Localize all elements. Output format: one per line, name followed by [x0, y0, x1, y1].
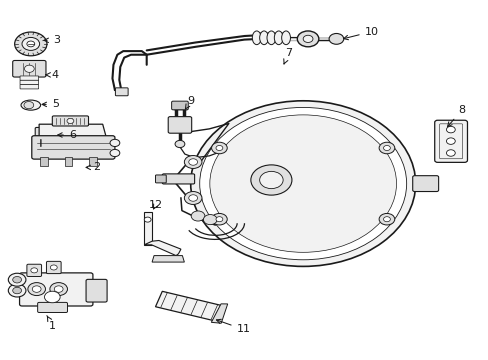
FancyBboxPatch shape	[39, 137, 54, 147]
Circle shape	[8, 273, 26, 286]
Circle shape	[188, 195, 197, 201]
Circle shape	[188, 159, 197, 165]
Circle shape	[175, 140, 184, 148]
Circle shape	[211, 142, 227, 154]
Circle shape	[32, 286, 41, 292]
Circle shape	[303, 35, 312, 42]
Circle shape	[27, 41, 35, 47]
FancyBboxPatch shape	[434, 120, 467, 162]
FancyBboxPatch shape	[27, 264, 41, 276]
Circle shape	[13, 287, 21, 294]
Ellipse shape	[259, 31, 268, 45]
Text: 5: 5	[42, 99, 59, 109]
Circle shape	[184, 156, 202, 168]
Polygon shape	[39, 124, 106, 153]
Polygon shape	[152, 256, 184, 262]
FancyBboxPatch shape	[20, 80, 39, 85]
FancyBboxPatch shape	[171, 101, 188, 110]
Circle shape	[50, 265, 57, 270]
Circle shape	[250, 165, 291, 195]
Circle shape	[184, 192, 202, 204]
Bar	[40, 157, 48, 166]
FancyBboxPatch shape	[412, 176, 438, 192]
Ellipse shape	[252, 31, 261, 45]
Circle shape	[190, 101, 415, 266]
Circle shape	[259, 171, 283, 189]
Text: 9: 9	[185, 96, 194, 109]
Circle shape	[297, 31, 318, 47]
Ellipse shape	[21, 100, 41, 110]
Bar	[64, 157, 72, 166]
Circle shape	[67, 118, 74, 123]
Circle shape	[446, 150, 454, 156]
Ellipse shape	[266, 31, 275, 45]
FancyBboxPatch shape	[155, 175, 166, 183]
Circle shape	[446, 126, 454, 133]
Polygon shape	[211, 304, 227, 323]
Circle shape	[110, 139, 120, 147]
Ellipse shape	[274, 31, 283, 45]
Text: 4: 4	[46, 70, 59, 80]
Circle shape	[191, 211, 204, 221]
FancyBboxPatch shape	[86, 279, 107, 302]
Bar	[89, 157, 97, 166]
Circle shape	[31, 268, 38, 273]
Text: 2: 2	[86, 162, 100, 172]
FancyBboxPatch shape	[35, 127, 58, 140]
FancyBboxPatch shape	[20, 85, 39, 89]
Text: 6: 6	[58, 130, 76, 140]
Circle shape	[54, 286, 63, 292]
FancyBboxPatch shape	[20, 273, 93, 306]
FancyBboxPatch shape	[115, 88, 128, 96]
Circle shape	[328, 33, 343, 44]
Circle shape	[383, 217, 389, 222]
FancyBboxPatch shape	[38, 302, 67, 312]
Circle shape	[203, 215, 217, 225]
Circle shape	[209, 115, 396, 252]
Ellipse shape	[24, 102, 34, 109]
Text: 11: 11	[216, 319, 250, 334]
Text: 7: 7	[283, 48, 291, 64]
Circle shape	[216, 145, 223, 150]
FancyBboxPatch shape	[52, 116, 88, 126]
Circle shape	[22, 37, 40, 50]
Circle shape	[378, 142, 394, 154]
Bar	[144, 212, 151, 245]
Circle shape	[8, 284, 26, 297]
Circle shape	[199, 107, 406, 260]
Circle shape	[144, 217, 151, 222]
FancyBboxPatch shape	[168, 117, 191, 133]
FancyBboxPatch shape	[46, 261, 61, 274]
Circle shape	[24, 65, 34, 72]
Text: 12: 12	[148, 200, 162, 210]
Polygon shape	[155, 291, 223, 321]
FancyBboxPatch shape	[20, 76, 39, 80]
Circle shape	[50, 283, 67, 296]
Text: 3: 3	[44, 35, 60, 45]
Circle shape	[110, 149, 120, 157]
FancyBboxPatch shape	[162, 174, 194, 184]
Circle shape	[383, 145, 389, 150]
Circle shape	[13, 276, 21, 283]
Circle shape	[216, 217, 223, 222]
Circle shape	[211, 213, 227, 225]
Circle shape	[44, 291, 60, 303]
Text: 1: 1	[47, 316, 56, 331]
FancyBboxPatch shape	[32, 136, 115, 159]
Circle shape	[446, 138, 454, 144]
Ellipse shape	[281, 31, 290, 45]
Circle shape	[28, 283, 45, 296]
Circle shape	[378, 213, 394, 225]
FancyBboxPatch shape	[13, 60, 46, 77]
Text: 10: 10	[343, 27, 378, 40]
Text: 8: 8	[447, 105, 465, 127]
Polygon shape	[144, 240, 181, 256]
Circle shape	[15, 32, 47, 56]
